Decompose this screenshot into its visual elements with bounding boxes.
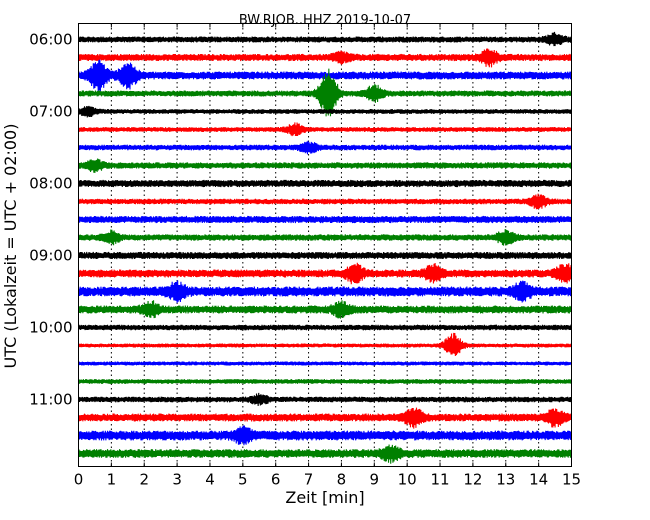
x-axis-label: Zeit [min] <box>285 488 364 507</box>
trace-0800 <box>77 179 573 188</box>
trace-1130 <box>77 425 573 446</box>
trace-1015 <box>77 332 573 356</box>
trace-0915 <box>77 262 573 285</box>
y-tick-label: 10:00 <box>29 319 72 337</box>
x-tick-label: 10 <box>398 471 417 489</box>
x-tick-label: 2 <box>139 471 149 489</box>
trace-0745 <box>77 158 573 173</box>
trace-0830 <box>77 215 573 224</box>
x-tick-label: 14 <box>529 471 548 489</box>
trace-0700 <box>77 105 573 118</box>
x-tick-label: 7 <box>304 471 314 489</box>
trace-1045 <box>77 379 573 384</box>
y-tick-label: 11:00 <box>29 391 72 409</box>
y-tick-label: 08:00 <box>29 175 72 193</box>
trace-0930 <box>77 280 573 303</box>
trace-0845 <box>77 228 573 246</box>
y-tick-label: 07:00 <box>29 103 72 121</box>
x-tick-label: 11 <box>430 471 449 489</box>
trace-0600 <box>77 31 573 47</box>
x-tick-label: 4 <box>205 471 215 489</box>
y-tick-label: 06:00 <box>29 31 72 49</box>
trace-1000 <box>77 324 573 331</box>
trace-0900 <box>77 251 573 260</box>
trace-1115 <box>77 407 573 429</box>
x-tick-label: 3 <box>172 471 182 489</box>
trace-0945 <box>77 300 573 319</box>
seismogram-traces <box>77 31 573 464</box>
trace-0815 <box>77 193 573 210</box>
x-tick-label: 6 <box>271 471 281 489</box>
plot-frame <box>78 23 572 467</box>
x-tick-label: 8 <box>337 471 347 489</box>
trace-0730 <box>77 140 573 155</box>
trace-1030 <box>77 361 573 366</box>
trace-0615 <box>77 48 573 68</box>
grid-lines <box>110 23 540 467</box>
x-tick-label: 9 <box>370 471 380 489</box>
x-tick-label: 0 <box>74 471 84 489</box>
y-axis-label: UTC (Lokalzeit = UTC + 02:00) <box>1 124 20 369</box>
trace-1145 <box>77 444 573 464</box>
x-tick-label: 5 <box>238 471 248 489</box>
x-tick-label: 15 <box>562 471 581 489</box>
chart-title: BW.RJOB..HHZ 2019-10-07 <box>239 13 411 28</box>
x-tick-label: 13 <box>496 471 515 489</box>
x-tick-label: 1 <box>107 471 117 489</box>
y-tick-label: 09:00 <box>29 247 72 265</box>
x-axis-ticks: 0 1 2 3 4 5 6 7 8 9 10 11 12 13 14 15 <box>74 23 581 489</box>
y-axis-ticks: 06:00 07:00 08:00 09:00 10:00 11:00 <box>29 31 572 409</box>
trace-1100 <box>77 392 573 406</box>
trace-0715 <box>77 122 573 137</box>
x-tick-label: 12 <box>463 471 482 489</box>
